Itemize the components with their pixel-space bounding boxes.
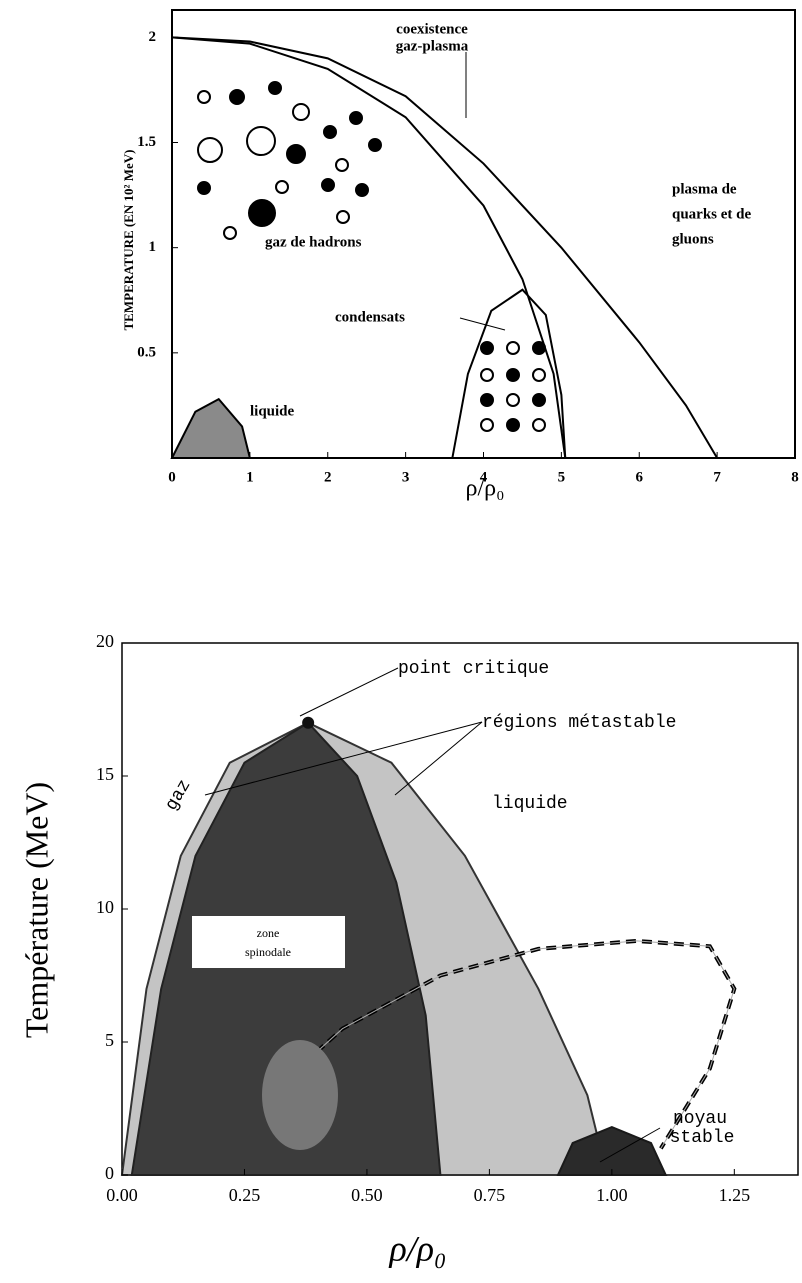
y-tick-label: 1 xyxy=(149,239,157,255)
y-tick-label: 10 xyxy=(96,897,114,917)
annotation: gluons xyxy=(672,231,714,247)
phase-area xyxy=(172,399,250,458)
chart-nuclear-phase: 0.00 0.25 0.50 0.75 1.00 1.25 0 5 10 15 20 ρ/ρ₀ Temp… xyxy=(18,631,798,1268)
y-tick-label: 2 xyxy=(149,29,157,45)
x-tick-label: 6 xyxy=(636,469,644,485)
decor xyxy=(336,159,348,171)
decor xyxy=(481,342,493,354)
arrow xyxy=(460,318,505,330)
x-tick-label: 2 xyxy=(324,469,332,485)
y-tick-label: 20 xyxy=(96,631,114,651)
x-tick-label: 7 xyxy=(713,469,721,485)
decor xyxy=(198,138,222,162)
decor xyxy=(230,90,244,104)
decor xyxy=(533,394,545,406)
x-tick-label: 0.75 xyxy=(474,1185,506,1205)
y-tick-label: 15 xyxy=(96,764,114,784)
x-axis-label: ρ/ρ₀ xyxy=(388,1228,446,1268)
page: 0123456780.511.52ρ/ρ₀TEMPERATURE (EN 10²… xyxy=(0,0,802,1283)
hadron-circles xyxy=(198,82,545,431)
decor xyxy=(247,127,275,155)
annotation: noyau xyxy=(673,1109,727,1129)
x-tick-label: 0 xyxy=(168,469,176,485)
decor xyxy=(322,179,334,191)
annotation: liquide xyxy=(492,794,568,814)
x-tick-label: 1.25 xyxy=(719,1185,751,1205)
annotation: coexistence xyxy=(396,21,468,37)
decor xyxy=(269,82,281,94)
phase-boundary xyxy=(172,37,717,458)
decor xyxy=(481,394,493,406)
decor xyxy=(507,394,519,406)
x-tick-label: 0.25 xyxy=(229,1185,261,1205)
decor xyxy=(507,342,519,354)
y-tick-label: 5 xyxy=(105,1030,114,1050)
decor xyxy=(324,126,336,138)
x-tick-label: 8 xyxy=(791,469,799,485)
decor xyxy=(249,200,275,226)
decor xyxy=(350,112,362,124)
decor xyxy=(369,139,381,151)
decor xyxy=(481,419,493,431)
annotation: stable xyxy=(670,1128,735,1148)
y-tick-label: 0.5 xyxy=(137,344,156,360)
x-tick-label: 1 xyxy=(246,469,254,485)
y-tick-label: 1.5 xyxy=(137,134,156,150)
decor xyxy=(481,369,493,381)
x-tick-label: 5 xyxy=(558,469,566,485)
annotation: gaz de hadrons xyxy=(265,234,362,250)
annotation: gaz xyxy=(162,776,196,814)
decor xyxy=(337,211,349,223)
x-axis-label: ρ/ρ₀ xyxy=(466,476,505,502)
annotation: zone xyxy=(257,926,280,940)
y-axis-label: TEMPERATURE (EN 10² MeV) xyxy=(121,150,136,331)
annotation: liquide xyxy=(250,403,295,419)
y-axis-label: Température (MeV) xyxy=(18,782,54,1038)
annotation: gaz-plasma xyxy=(396,38,469,54)
annotation: spinodale xyxy=(245,945,291,959)
x-tick-label: 0.50 xyxy=(351,1185,383,1205)
annotation: point critique xyxy=(398,659,549,679)
annotation: plasma de xyxy=(672,181,737,197)
decor xyxy=(356,184,368,196)
decor xyxy=(533,369,545,381)
decor xyxy=(507,419,519,431)
decor xyxy=(533,419,545,431)
annotation: quarks et de xyxy=(672,206,752,222)
y-tick-label: 0 xyxy=(105,1163,114,1183)
annotation: condensats xyxy=(335,309,405,325)
x-tick-label: 0.00 xyxy=(106,1185,138,1205)
decor xyxy=(507,369,519,381)
decor xyxy=(224,227,236,239)
decor xyxy=(287,145,305,163)
decor xyxy=(276,181,288,193)
decor xyxy=(198,182,210,194)
label-box xyxy=(192,916,345,968)
x-tick-label: 1.00 xyxy=(596,1185,628,1205)
annotation: régions métastable xyxy=(482,713,676,733)
x-tick-label: 3 xyxy=(402,469,410,485)
decor xyxy=(198,91,210,103)
critical-point xyxy=(302,717,314,729)
decor xyxy=(293,104,309,120)
arrow xyxy=(300,668,398,716)
blob xyxy=(262,1040,338,1150)
